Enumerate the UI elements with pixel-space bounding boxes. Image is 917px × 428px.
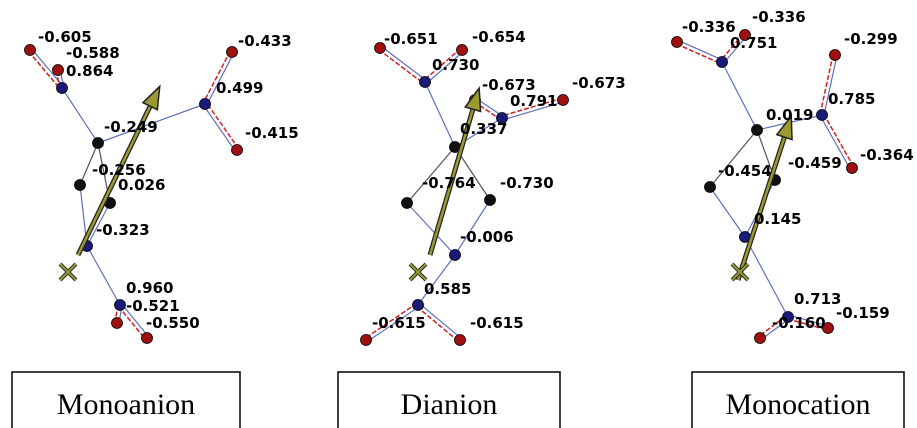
charge-label: -0.550	[146, 314, 200, 332]
charge-label: 0.585	[424, 280, 471, 298]
charge-label: -0.615	[372, 314, 426, 332]
atom	[115, 300, 126, 311]
charge-label: -0.651	[384, 30, 438, 48]
charge-label: 0.713	[794, 290, 841, 308]
atom	[755, 333, 766, 344]
bond	[203, 105, 235, 151]
atom	[53, 65, 64, 76]
atom	[485, 195, 496, 206]
bond	[425, 82, 455, 147]
atom	[232, 145, 243, 156]
atom	[847, 163, 858, 174]
center-mark	[60, 264, 76, 280]
atom	[361, 335, 372, 346]
charge-label: 0.785	[828, 90, 875, 108]
bond	[379, 50, 424, 84]
charge-label: -0.459	[788, 154, 842, 172]
charge-label: 0.337	[460, 120, 507, 138]
bond	[710, 187, 745, 237]
caption: Monoanion	[57, 388, 195, 421]
charge-label: -0.521	[126, 297, 180, 315]
charge-label: -0.588	[66, 44, 120, 62]
arrow-head	[143, 86, 160, 109]
bond	[678, 40, 723, 60]
charge-label: -0.364	[860, 146, 914, 164]
charge-label: -0.673	[572, 74, 626, 92]
charge-label: -0.730	[500, 174, 554, 192]
charge-label: 0.791	[510, 92, 557, 110]
atom	[455, 335, 466, 346]
atom	[142, 333, 153, 344]
charge-label: -0.764	[422, 174, 476, 192]
charge-label: -0.654	[472, 28, 526, 46]
bond	[207, 103, 239, 149]
charge-label: 0.019	[766, 106, 813, 124]
atom	[717, 57, 728, 68]
charge-label: -0.615	[470, 314, 524, 332]
charge-label: -0.006	[460, 228, 514, 246]
arrow-head	[465, 88, 480, 111]
bond	[676, 44, 721, 64]
charge-label: 0.499	[216, 79, 263, 97]
atom	[93, 138, 104, 149]
charge-label: 0.730	[432, 56, 479, 74]
atom	[402, 198, 413, 209]
charge-label: -0.249	[104, 118, 158, 136]
caption: Monocation	[726, 388, 871, 421]
atom	[227, 47, 238, 58]
charge-label: -0.159	[836, 304, 890, 322]
charge-label: -0.299	[844, 30, 898, 48]
charge-label: -0.433	[238, 32, 292, 50]
atom	[817, 110, 828, 121]
charge-label: 0.145	[754, 210, 801, 228]
bond	[87, 246, 120, 305]
atom	[413, 300, 424, 311]
atom	[705, 182, 716, 193]
bond	[381, 46, 426, 80]
charge-label: -0.160	[772, 314, 826, 332]
charge-label: -0.415	[245, 124, 299, 142]
charge-label: -0.336	[752, 8, 806, 26]
charge-label: 0.864	[66, 62, 113, 80]
charge-label: 0.751	[730, 34, 777, 52]
charge-label: -0.454	[718, 162, 772, 180]
bond	[745, 237, 788, 317]
atom	[672, 37, 683, 48]
atom	[200, 99, 211, 110]
bond	[62, 88, 98, 143]
atom	[457, 45, 468, 56]
atom	[450, 250, 461, 261]
center-mark	[410, 264, 426, 280]
bond	[722, 62, 757, 130]
charge-label: 0.026	[118, 176, 165, 194]
atom	[112, 318, 123, 329]
atom	[25, 45, 36, 56]
diagram: Monoanion Dianion Monocation -0.605-0.58…	[0, 0, 917, 428]
atom	[752, 125, 763, 136]
charge-label: 0.960	[126, 279, 173, 297]
atom	[57, 83, 68, 94]
atom	[558, 95, 569, 106]
atom	[830, 50, 841, 61]
charge-label: -0.336	[682, 18, 736, 36]
charge-label: -0.323	[96, 221, 150, 239]
atom	[420, 77, 431, 88]
atom	[75, 180, 86, 191]
caption: Dianion	[401, 388, 498, 421]
